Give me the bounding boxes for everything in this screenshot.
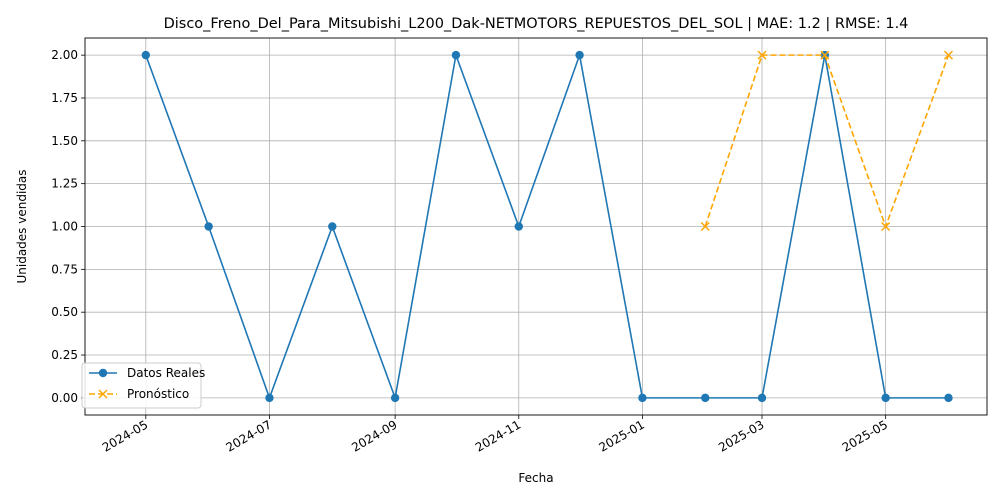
grid (85, 38, 987, 415)
pronostico-point (700, 221, 710, 232)
datos-reales-point (757, 393, 767, 403)
datos-reales-point (881, 393, 890, 403)
y-tick-label: 2.00 (51, 48, 78, 62)
pronostico-point (881, 221, 891, 232)
y-tick-label: 0.75 (51, 262, 78, 276)
datos-reales-point (451, 50, 461, 60)
y-tick-label: 0.50 (51, 305, 78, 319)
legend-label-pronostico: Pronóstico (127, 387, 189, 401)
datos-reales-point (265, 393, 274, 403)
y-axis-ticks: 0.00 0.25 0.50 0.75 1.00 1.25 1.50 1.75 2.00 (51, 48, 85, 405)
legend: Datos Reales Pronóstico (81, 362, 205, 409)
y-tick-label: 1.75 (51, 91, 78, 105)
x-axis-label: Fecha (518, 471, 553, 485)
pronostico-point (757, 50, 767, 60)
y-tick-label: 1.50 (51, 134, 78, 148)
datos-reales-line (145, 54, 949, 399)
datos-reales-point (575, 50, 584, 60)
datos-reales-point (141, 50, 151, 60)
y-tick-label: 0.00 (51, 391, 78, 405)
y-tick-label: 1.25 (51, 177, 78, 191)
legend-box (81, 362, 202, 409)
y-axis-label: Unidades vendidas (15, 169, 29, 283)
datos-reales-point (204, 222, 213, 231)
datos-reales-point (514, 222, 523, 231)
datos-reales-point (944, 393, 953, 403)
pronostico-point (943, 50, 954, 60)
y-tick-label: 1.00 (51, 220, 78, 234)
datos-reales-point (701, 393, 710, 403)
y-tick-label: 0.25 (51, 348, 78, 362)
datos-reales-point (328, 222, 337, 231)
datos-reales-point (638, 393, 647, 403)
legend-marker-datos-reales (98, 368, 108, 378)
pronostico-point (820, 50, 830, 60)
datos-reales-point (390, 393, 400, 403)
legend-label-datos-reales: Datos Reales (127, 366, 205, 380)
legend-marker-pronostico (98, 389, 108, 399)
series-layer (141, 50, 954, 403)
chart-title: Disco_Freno_Del_Para_Mitsubishi_L200_Dak… (164, 16, 909, 32)
